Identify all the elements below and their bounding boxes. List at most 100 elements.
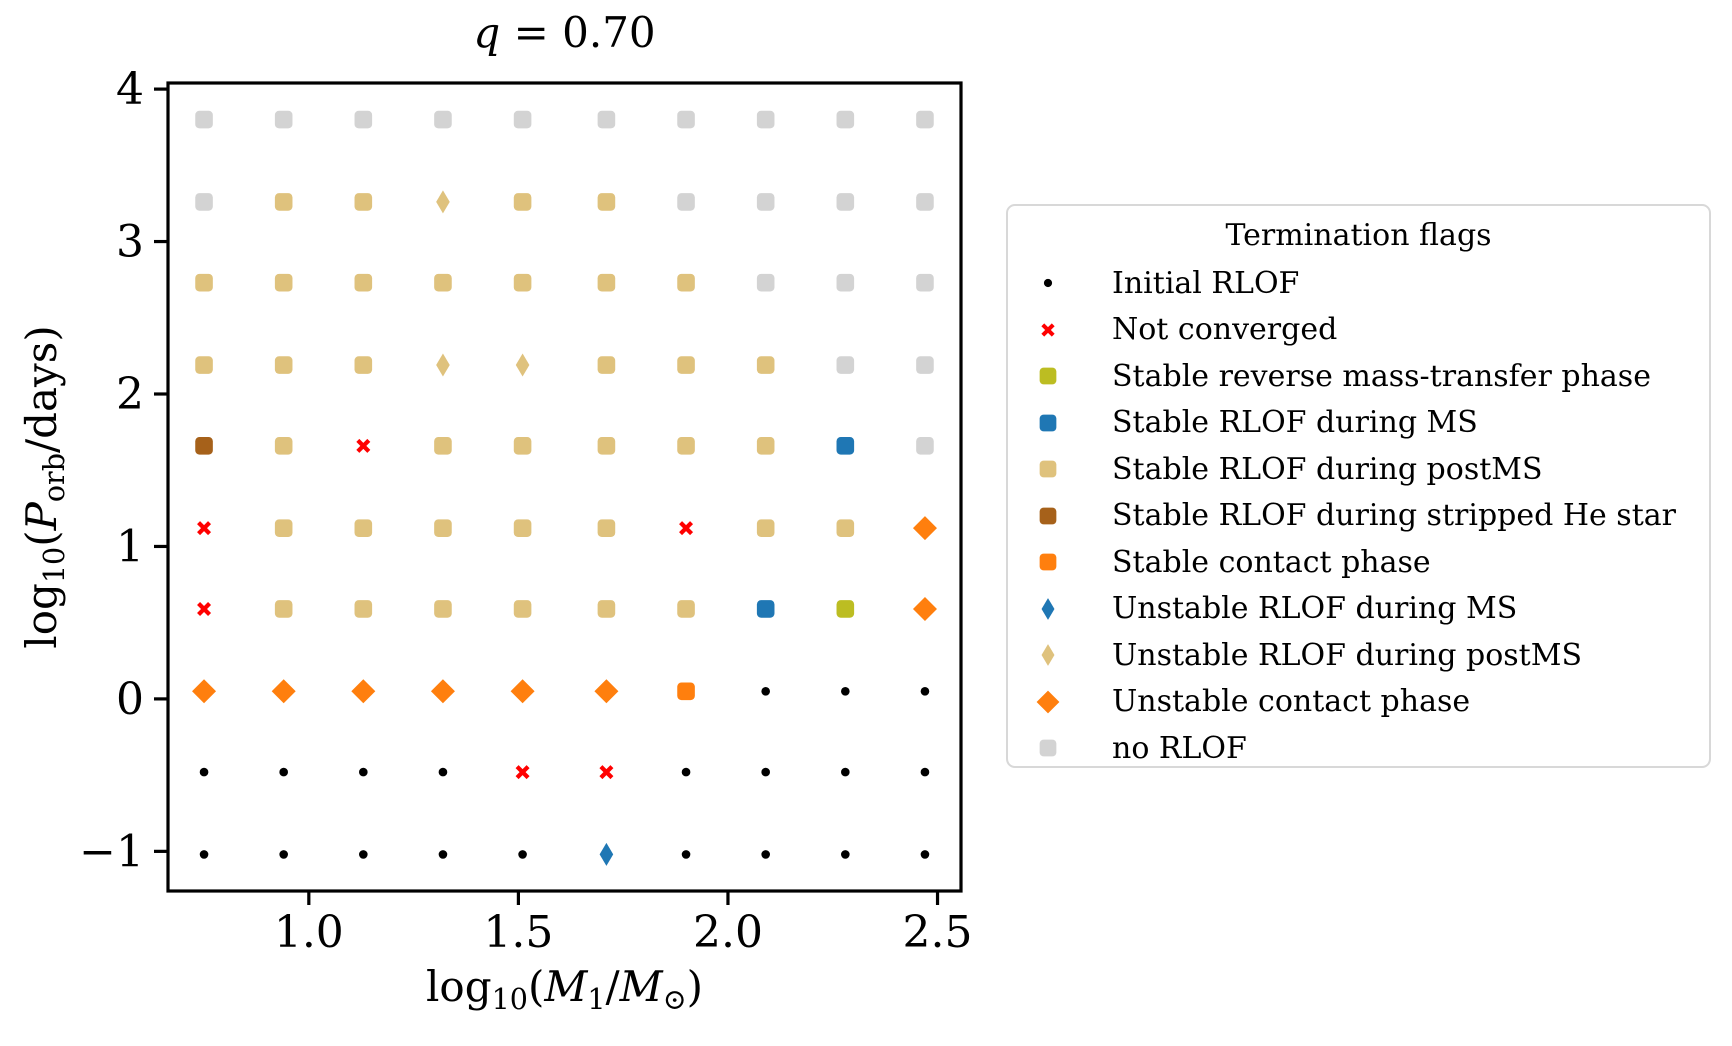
label-segment: orb [36, 453, 71, 503]
marker-no_RLOF [836, 273, 855, 292]
marker-stable_RLOF_postMS [354, 519, 373, 537]
marker-unstable_contact [430, 679, 455, 704]
marker-stable_RLOF_postMS [354, 600, 373, 618]
marker-no_RLOF [836, 356, 855, 374]
marker-stable_RLOF_postMS [434, 600, 452, 618]
legend-item-label: Not converged [1112, 312, 1338, 348]
marker-stable_RLOF_postMS [513, 600, 532, 618]
marker-unstable_contact [510, 679, 535, 704]
marker-stable_RLOF_postMS [677, 600, 695, 618]
marker-unstable_contact [351, 679, 376, 704]
marker-stable_RLOF_postMS [597, 356, 616, 374]
legend-item-label: Initial RLOF [1112, 265, 1300, 301]
legend-item-label: Stable RLOF during postMS [1112, 451, 1543, 487]
label-segment: M [544, 962, 588, 1011]
marker-no_RLOF [916, 110, 934, 129]
legend: Termination flags Initial RLOF Not conver… [1006, 204, 1711, 768]
marker-stable_RLOF_postMS [513, 273, 532, 292]
marker-stable_RLOF_postMS [513, 437, 532, 455]
marker-unstable_contact [912, 596, 937, 621]
marker-not_converged [197, 521, 212, 536]
marker-stable_RLOF_postMS [756, 356, 775, 374]
marker-unstable_contact [912, 516, 937, 541]
label-segment: / [605, 962, 620, 1011]
x-tick-label: 1.0 [274, 907, 344, 958]
marker-no_RLOF [756, 110, 775, 129]
marker-stable_RLOF_postMS [756, 519, 775, 537]
marker-stable_RLOF_postMS [756, 437, 775, 455]
marker-stable_RLOF_postMS [274, 273, 293, 292]
marker-not_converged [515, 765, 530, 780]
marker-initial_RLOF [841, 850, 850, 859]
marker-initial_RLOF [438, 767, 448, 777]
marker-no_RLOF [836, 110, 855, 129]
label-segment: ) [686, 962, 703, 1011]
legend-item-label: Stable reverse mass-transfer phase [1112, 358, 1651, 394]
marker-initial_RLOF [359, 767, 368, 777]
label-segment: 10 [36, 546, 71, 584]
legend-item: Unstable contact phase [1008, 679, 1709, 726]
marker-stable_RLOF_postMS [434, 273, 452, 292]
marker-stable_RLOF_postMS [836, 519, 855, 537]
y-tick-label: 0 [116, 674, 144, 725]
marker-no_RLOF [916, 193, 934, 211]
legend-item: Initial RLOF [1008, 260, 1709, 307]
marker-initial_RLOF [920, 686, 930, 696]
marker-unstable_contact [271, 679, 296, 704]
marker-stable_RLOF_postMS [597, 193, 616, 211]
marker-stable_RLOF_postMS [513, 193, 532, 211]
y-tick-label: 2 [116, 369, 144, 420]
legend-items: Initial RLOF Not converged Stable reverse … [1008, 260, 1709, 772]
marker-stable_RLOF_stripped_He [195, 437, 213, 455]
marker-initial_RLOF [199, 767, 209, 777]
legend-item-label: no RLOF [1112, 730, 1247, 766]
stable_RLOF_postMS-marker-icon [1039, 460, 1057, 478]
x-tick-label: 2.0 [693, 907, 763, 958]
marker-no_RLOF [916, 356, 934, 374]
stable_RLOF_stripped_He-marker-icon [1039, 507, 1057, 525]
x-tick-label: 2.5 [903, 907, 973, 958]
marker-stable_RLOF_postMS [597, 600, 616, 618]
legend-item-label: Stable contact phase [1112, 544, 1431, 580]
label-segment: log [17, 583, 67, 649]
stable_RLOF_MS-marker-icon [1039, 414, 1057, 432]
legend-title: Termination flags [1225, 218, 1492, 253]
legend-item-label: Unstable contact phase [1112, 684, 1471, 720]
marker-not_converged [599, 765, 614, 780]
marker-stable_RLOF_postMS [195, 273, 213, 292]
marker-no_RLOF [354, 110, 373, 129]
marker-initial_RLOF [199, 850, 209, 859]
marker-initial_RLOF [681, 850, 691, 859]
label-segment: ⊙ [662, 981, 687, 1016]
marker-stable_contact [677, 682, 695, 701]
marker-stable_RLOF_postMS [354, 356, 373, 374]
marker-stable_RLOF_postMS [513, 519, 532, 537]
y-tick-label: −1 [79, 826, 144, 877]
legend-item-label: Stable RLOF during stripped He star [1112, 498, 1676, 534]
legend-item: Stable reverse mass-transfer phase [1008, 353, 1709, 400]
marker-stable_RLOF_postMS [274, 437, 293, 455]
stable_reverse_MT-marker-icon [1039, 367, 1057, 385]
marker-initial_RLOF [920, 850, 930, 859]
marker-no_RLOF [756, 273, 775, 292]
unstable_contact-marker-icon [1036, 690, 1060, 714]
marker-stable_RLOF_postMS [677, 437, 695, 455]
legend-item-label: Stable RLOF during MS [1112, 405, 1478, 441]
marker-stable_RLOF_MS [756, 600, 775, 618]
label-segment: P [17, 502, 67, 531]
marker-stable_RLOF_postMS [274, 519, 293, 537]
y-axis-label: log10(Porb/days) [17, 325, 71, 648]
marker-initial_RLOF [279, 850, 288, 859]
marker-stable_RLOF_postMS [597, 437, 616, 455]
label-segment: = 0.70 [500, 8, 656, 57]
label-segment: /days) [17, 325, 67, 454]
unstable_RLOF_MS-marker-icon [1041, 597, 1055, 620]
y-tick-label: 3 [116, 217, 144, 268]
marker-initial_RLOF [359, 850, 368, 859]
marker-initial_RLOF [761, 767, 770, 777]
label-segment: q [473, 8, 501, 57]
initial_RLOF-marker-icon [1043, 279, 1053, 288]
marker-initial_RLOF [841, 686, 850, 696]
label-segment: ( [17, 530, 67, 547]
